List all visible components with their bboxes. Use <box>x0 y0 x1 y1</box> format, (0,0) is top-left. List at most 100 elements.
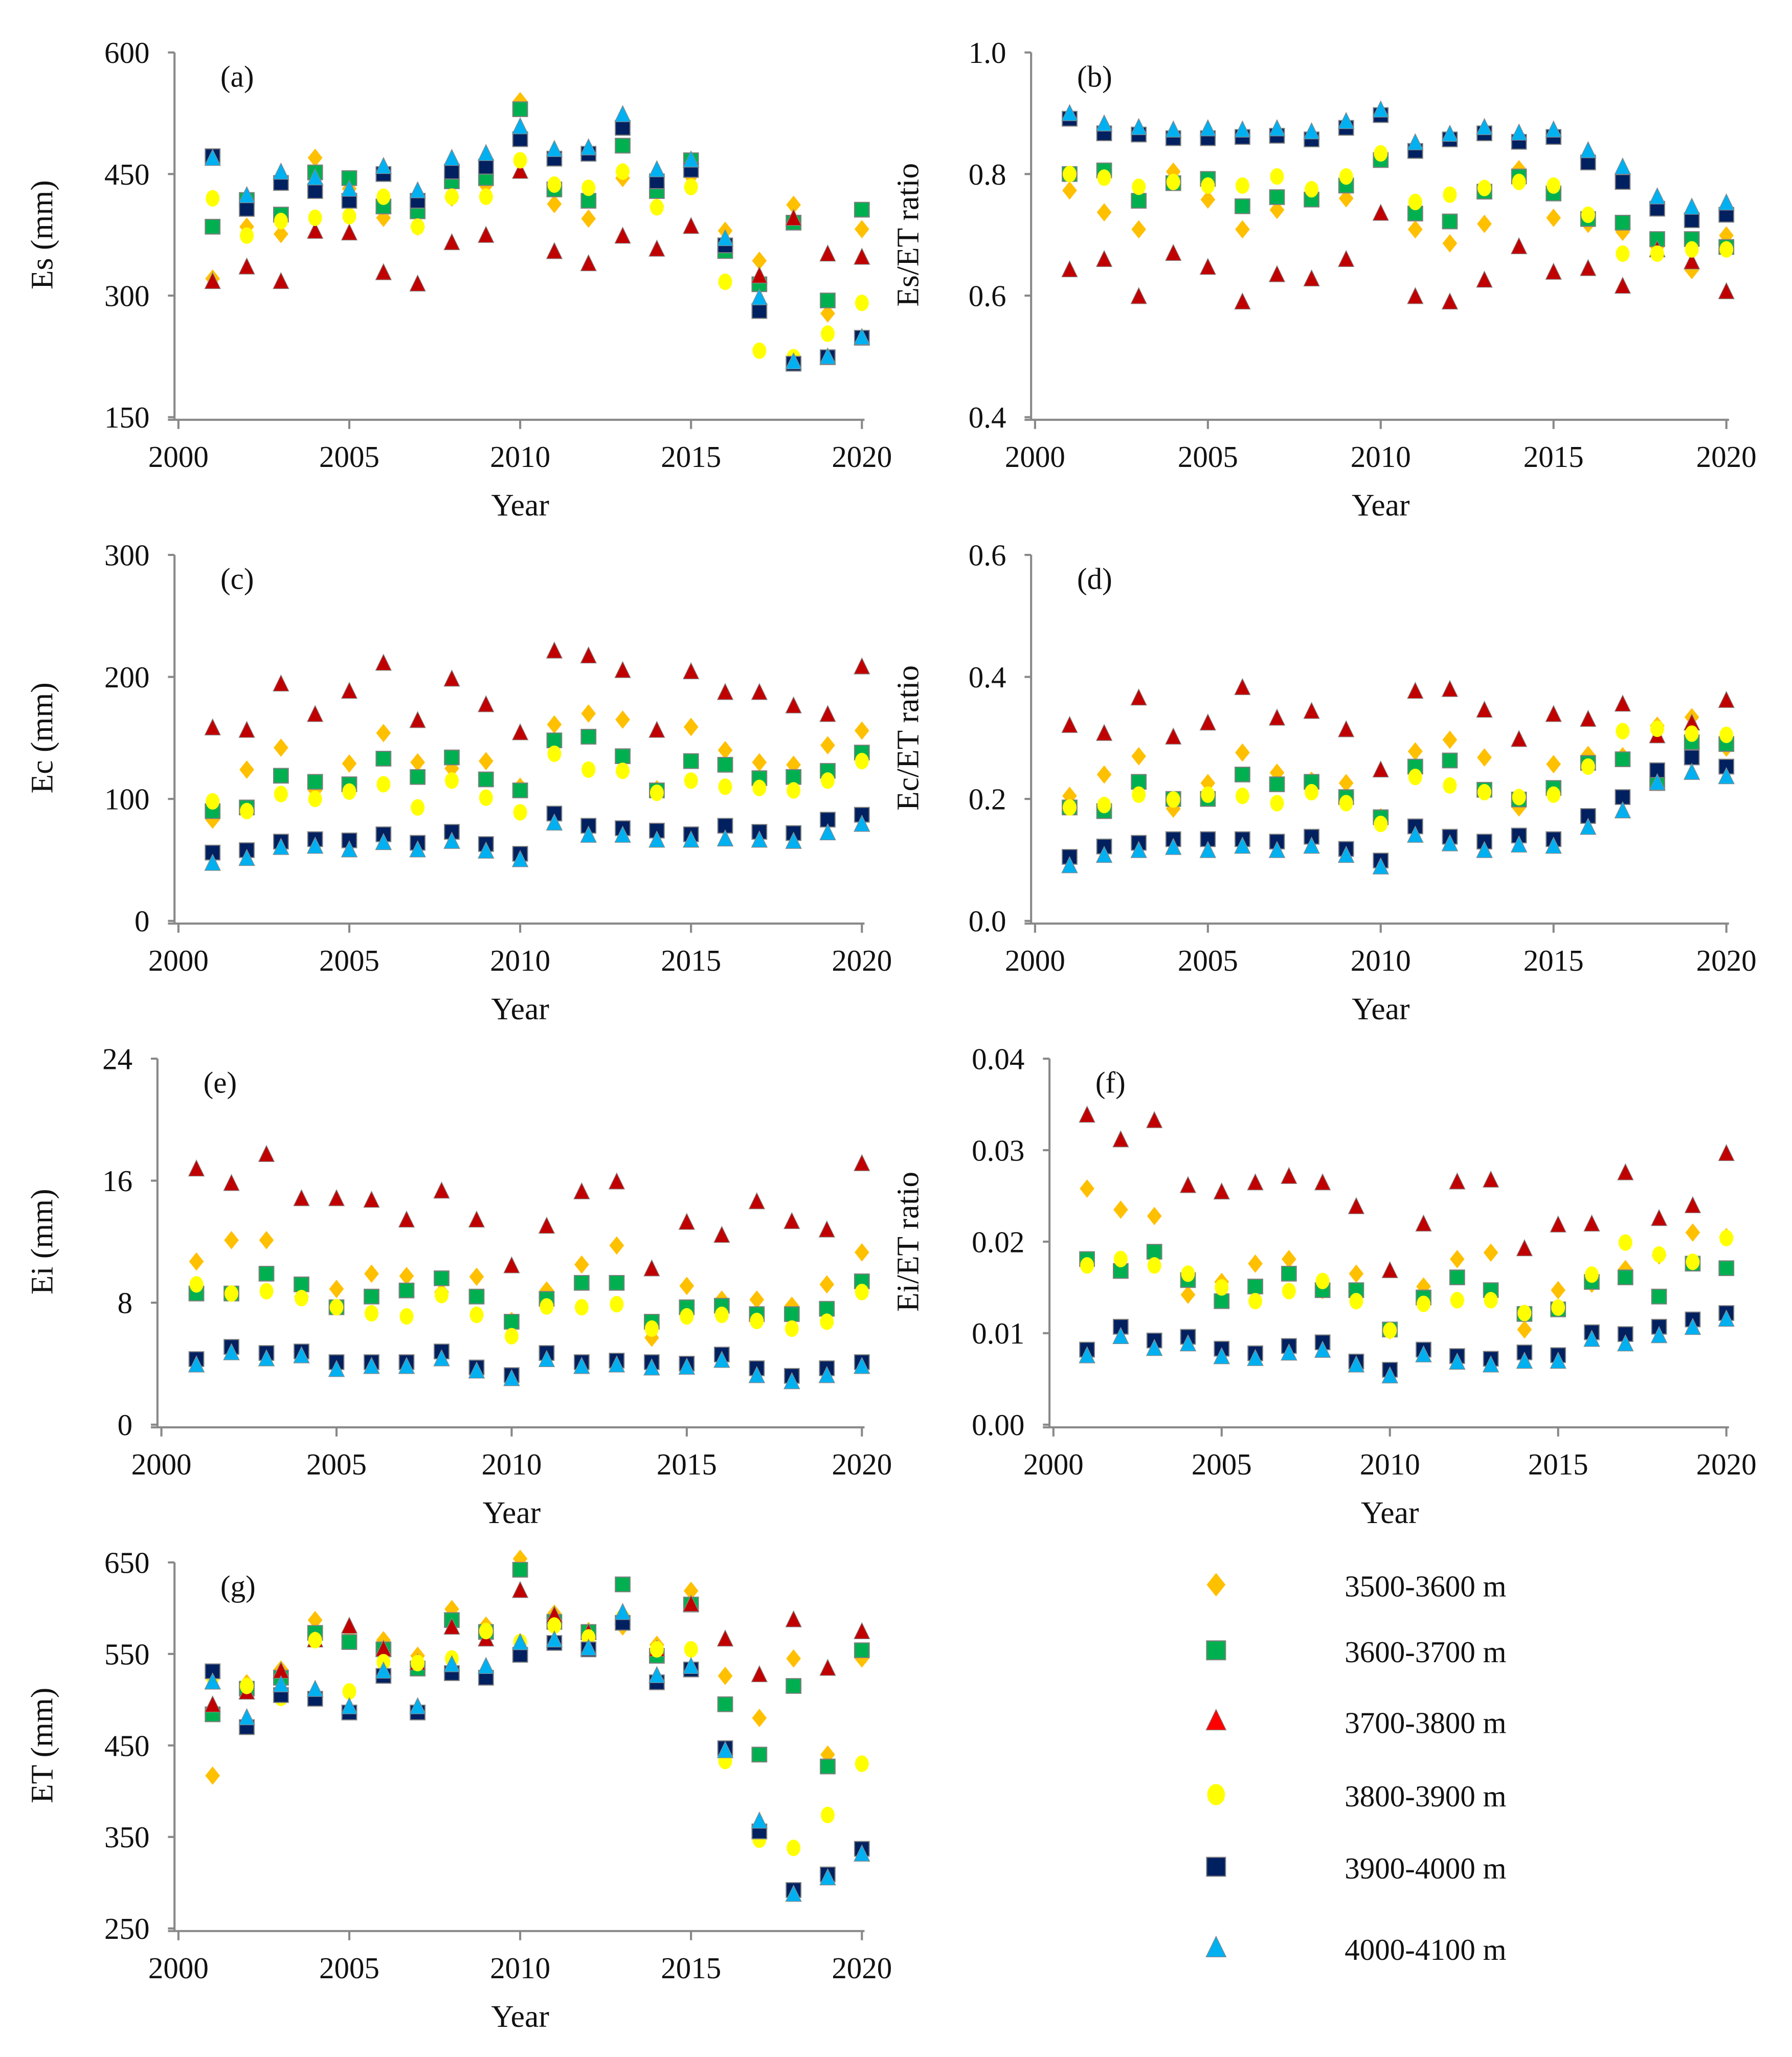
y-tick-label: 0.2 <box>969 782 1006 816</box>
data-point <box>854 1356 870 1374</box>
data-point <box>1268 265 1286 282</box>
data-point <box>434 1270 450 1286</box>
series-3900-4000-m <box>188 1339 870 1384</box>
data-point <box>574 1299 589 1316</box>
data-point <box>1476 270 1493 288</box>
data-point <box>854 220 869 239</box>
data-point <box>547 1617 562 1634</box>
series-3500-3600-m <box>1062 708 1734 826</box>
data-point <box>443 669 460 687</box>
data-point <box>1234 678 1251 696</box>
data-point <box>678 1213 696 1230</box>
data-point <box>328 1359 345 1377</box>
data-point <box>1547 786 1561 803</box>
series-3800-3900-m <box>206 745 869 821</box>
x-tick-label: 2010 <box>1360 1447 1420 1481</box>
data-point <box>1063 799 1077 816</box>
data-point <box>716 829 734 846</box>
data-point <box>1179 1176 1197 1193</box>
data-point <box>1337 111 1355 129</box>
data-point <box>610 1295 624 1313</box>
data-point <box>716 229 734 247</box>
data-point <box>1718 690 1735 708</box>
data-point <box>308 1631 322 1649</box>
data-point <box>751 288 768 305</box>
data-point <box>819 244 836 262</box>
data-point <box>1130 118 1147 136</box>
data-point <box>273 768 289 784</box>
data-point <box>444 164 460 180</box>
data-point <box>718 1666 733 1685</box>
data-point <box>1248 1254 1263 1273</box>
series-3500-3600-m <box>205 1549 869 1785</box>
data-point <box>819 705 836 722</box>
data-point <box>1550 1215 1566 1233</box>
data-point <box>1147 1257 1161 1274</box>
data-point <box>1132 786 1146 803</box>
data-point <box>752 1709 767 1728</box>
data-point <box>616 163 630 180</box>
data-point <box>409 1697 426 1714</box>
data-point <box>513 152 527 169</box>
data-point <box>364 1288 379 1305</box>
x-tick-label: 2020 <box>832 440 892 474</box>
data-point <box>1517 1320 1532 1339</box>
series-3700-3800-m <box>1061 204 1735 310</box>
panel-label: (d) <box>1077 562 1112 596</box>
data-point <box>574 1255 589 1274</box>
data-point <box>580 825 597 843</box>
data-point <box>648 1666 665 1683</box>
data-point <box>615 120 631 136</box>
data-point <box>341 223 358 241</box>
data-point <box>546 1630 563 1648</box>
data-point <box>581 704 596 723</box>
data-point <box>375 156 392 174</box>
data-point <box>1095 114 1113 131</box>
data-point <box>274 213 288 230</box>
data-point <box>1268 119 1286 137</box>
data-point <box>581 180 596 196</box>
data-point <box>580 729 597 745</box>
data-point <box>783 1306 800 1322</box>
data-point <box>854 1844 870 1862</box>
series-3600-3700-m <box>1062 152 1735 255</box>
data-point <box>188 1159 205 1177</box>
data-point <box>751 1811 768 1829</box>
data-point <box>785 696 802 713</box>
data-point <box>240 227 254 244</box>
data-point <box>547 745 562 763</box>
data-point <box>1374 815 1388 833</box>
x-tick-label: 2015 <box>1524 440 1584 474</box>
data-point <box>1146 1244 1162 1260</box>
data-point <box>1199 119 1217 137</box>
data-point <box>1303 836 1320 854</box>
series-3800-3900-m <box>1063 145 1734 262</box>
data-point <box>679 1277 695 1295</box>
x-tick-label: 2015 <box>657 1447 717 1481</box>
data-point <box>1415 1214 1432 1232</box>
series-3500-3600-m <box>205 92 869 323</box>
data-point <box>511 1633 529 1650</box>
legend-label: 3600-3700 m <box>1345 1635 1506 1669</box>
data-point <box>1510 835 1528 853</box>
data-point <box>1269 776 1285 792</box>
data-point <box>306 705 324 722</box>
data-point <box>1718 767 1735 785</box>
data-point <box>1585 1266 1599 1283</box>
data-point <box>1337 250 1355 267</box>
data-point <box>342 754 357 773</box>
data-point <box>512 101 528 117</box>
data-point <box>786 1678 802 1694</box>
series-3700-3800-m <box>188 1145 870 1277</box>
data-point <box>752 753 767 772</box>
data-point <box>547 194 562 213</box>
data-point <box>752 779 767 796</box>
data-point <box>1247 1173 1264 1191</box>
axes <box>151 1057 865 1437</box>
data-point <box>1131 220 1147 239</box>
data-point <box>609 1275 625 1291</box>
series-4000-4100-m <box>188 1343 870 1390</box>
data-point <box>293 1189 310 1206</box>
y-tick-label: 24 <box>102 1042 132 1076</box>
data-point <box>329 1299 344 1316</box>
